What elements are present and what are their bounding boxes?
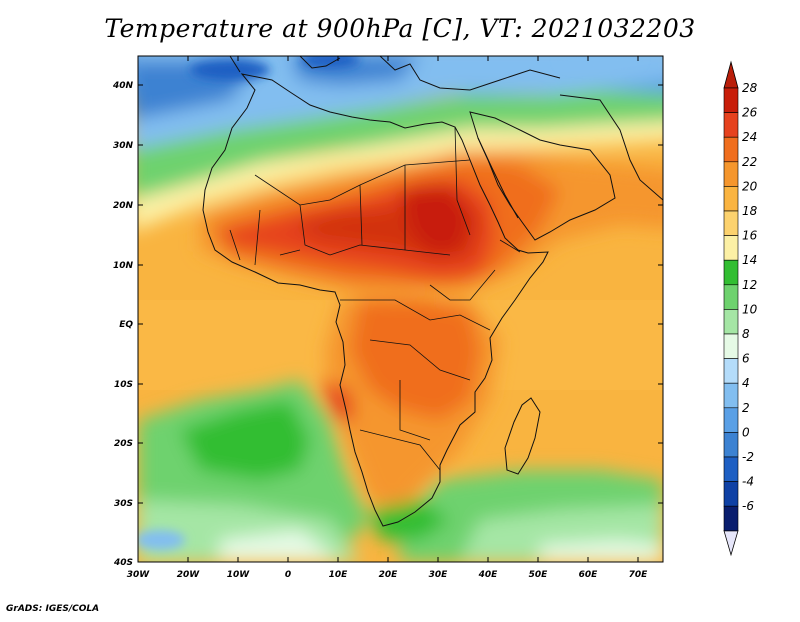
lon-label-10e: 10E <box>329 570 349 580</box>
coastlines <box>202 56 663 527</box>
colorbar-label: 0 <box>742 425 750 439</box>
colorbar-label: 26 <box>742 106 758 120</box>
lat-label-10n: 10N <box>113 261 134 271</box>
lon-label-10w: 10W <box>227 570 251 580</box>
colorbar-swatch <box>723 259 739 286</box>
lon-label-30e: 30E <box>429 570 449 580</box>
colorbar-swatch <box>723 186 739 212</box>
lat-label-10s: 10S <box>114 380 133 390</box>
lat-label-40s: 40S <box>113 558 133 568</box>
footer-credit: GrADS: IGES/COLA <box>6 604 100 614</box>
colorbar-swatch <box>723 161 739 187</box>
lon-label-50e: 50E <box>529 570 549 580</box>
colorbar-label: 18 <box>742 204 758 218</box>
colorbar-swatch <box>723 505 739 532</box>
lat-label-40n: 40N <box>112 81 134 91</box>
lat-label-20n: 20N <box>113 201 134 211</box>
colorbar-swatch <box>723 333 739 359</box>
colorbar-swatch <box>723 210 739 236</box>
colorbar-swatch <box>723 432 739 458</box>
lon-label-60e: 60E <box>579 570 599 580</box>
lat-label-30s: 30S <box>114 499 133 509</box>
colorbar-swatch <box>723 87 739 113</box>
lat-label-eq: EQ <box>119 320 133 330</box>
lat-label-30n: 30N <box>113 141 134 151</box>
colorbar-label: 16 <box>742 229 758 243</box>
lon-label-40e: 40E <box>478 570 499 580</box>
colorbar-label: 24 <box>742 130 757 144</box>
colorbar-label: 12 <box>742 278 757 292</box>
lon-label-30w: 30W <box>127 570 151 580</box>
colorbar-label: 28 <box>742 81 758 95</box>
colorbar-swatch <box>723 382 739 409</box>
colorbar-label: -6 <box>742 499 754 513</box>
lon-label-0: 0 <box>285 570 291 580</box>
colorbar-label: 20 <box>742 179 758 193</box>
colorbar-label: 8 <box>742 327 750 341</box>
colorbar-label: 6 <box>742 352 750 366</box>
colorbar-swatch <box>723 235 739 261</box>
colorbar-swatch <box>723 481 739 507</box>
map-frame <box>137 55 664 563</box>
axis-ticks <box>138 56 663 562</box>
colorbar-swatch <box>723 112 739 138</box>
lat-label-20s: 20S <box>114 439 133 449</box>
colorbar-label: 2 <box>742 401 750 415</box>
colorbar-swatch <box>723 407 739 433</box>
colorbar-top-arrow <box>723 60 739 89</box>
colorbar-bottom-arrow <box>723 530 739 557</box>
lon-label-20e: 20E <box>379 570 399 580</box>
map-title: Temperature at 900hPa [C], VT: 202103220… <box>104 14 696 43</box>
colorbar-swatch <box>723 136 739 163</box>
colorbar-label: -2 <box>742 450 754 464</box>
colorbar-label: 10 <box>742 302 758 316</box>
temperature-field <box>138 56 663 562</box>
colorbar-swatch <box>723 456 739 482</box>
colorbar-swatch <box>723 309 739 335</box>
colorbar-label: 4 <box>742 376 750 390</box>
colorbar-label: 22 <box>742 155 757 169</box>
colorbar-swatch <box>723 284 739 310</box>
colorbar-label: -4 <box>742 475 754 489</box>
lon-label-20w: 20W <box>177 570 201 580</box>
colorbar-label: 14 <box>742 253 757 267</box>
lon-label-70e: 70E <box>629 570 649 580</box>
colorbar-swatch <box>723 358 739 384</box>
